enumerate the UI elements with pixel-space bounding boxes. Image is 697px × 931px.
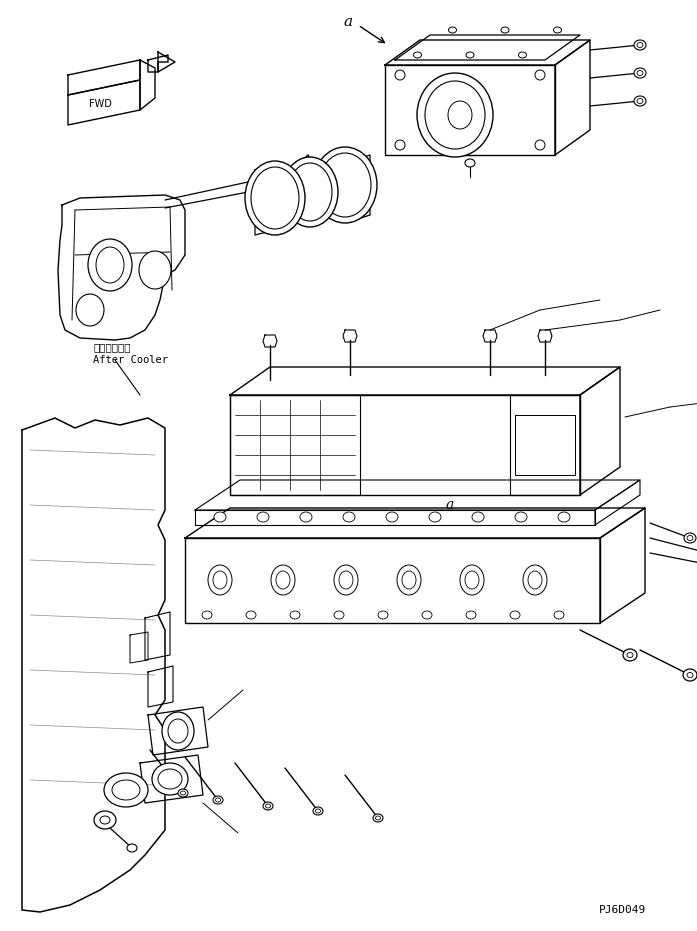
Ellipse shape <box>162 712 194 750</box>
Ellipse shape <box>417 73 493 157</box>
Polygon shape <box>355 155 370 220</box>
Ellipse shape <box>515 512 527 522</box>
Ellipse shape <box>397 565 421 595</box>
Ellipse shape <box>634 96 646 106</box>
Text: a: a <box>344 15 353 29</box>
Ellipse shape <box>386 512 398 522</box>
Polygon shape <box>343 330 357 342</box>
Polygon shape <box>230 395 580 495</box>
Ellipse shape <box>373 814 383 822</box>
Polygon shape <box>263 335 277 347</box>
Ellipse shape <box>684 533 696 543</box>
Ellipse shape <box>271 565 295 595</box>
Ellipse shape <box>472 512 484 522</box>
Polygon shape <box>68 80 140 125</box>
Ellipse shape <box>152 763 188 795</box>
Ellipse shape <box>623 649 637 661</box>
Ellipse shape <box>634 68 646 78</box>
Polygon shape <box>195 510 595 525</box>
Ellipse shape <box>245 161 305 235</box>
Text: PJ6D049: PJ6D049 <box>599 905 645 915</box>
Polygon shape <box>595 480 640 525</box>
Ellipse shape <box>257 512 269 522</box>
Polygon shape <box>230 367 620 395</box>
Ellipse shape <box>178 789 188 797</box>
Text: FWD: FWD <box>89 99 112 109</box>
Text: a: a <box>446 498 454 512</box>
Ellipse shape <box>127 844 137 852</box>
Polygon shape <box>148 707 208 755</box>
Polygon shape <box>58 195 185 340</box>
Ellipse shape <box>104 773 148 807</box>
Text: After Cooler: After Cooler <box>93 355 168 365</box>
Ellipse shape <box>313 147 377 223</box>
Ellipse shape <box>76 294 104 326</box>
Polygon shape <box>555 40 590 155</box>
Ellipse shape <box>558 512 570 522</box>
Ellipse shape <box>334 565 358 595</box>
Polygon shape <box>158 52 175 72</box>
Ellipse shape <box>300 512 312 522</box>
Ellipse shape <box>429 512 441 522</box>
Polygon shape <box>600 508 645 623</box>
Ellipse shape <box>460 565 484 595</box>
Polygon shape <box>483 330 497 342</box>
Ellipse shape <box>683 669 697 681</box>
Ellipse shape <box>208 565 232 595</box>
Polygon shape <box>255 165 275 235</box>
Ellipse shape <box>313 807 323 815</box>
Ellipse shape <box>94 811 116 829</box>
Polygon shape <box>385 65 555 155</box>
Polygon shape <box>140 60 155 110</box>
Text: アフタクーラ: アフタクーラ <box>93 342 130 352</box>
Polygon shape <box>195 480 640 510</box>
Polygon shape <box>385 40 590 65</box>
Ellipse shape <box>88 239 132 291</box>
Ellipse shape <box>634 40 646 50</box>
Polygon shape <box>140 755 203 803</box>
Polygon shape <box>22 418 165 912</box>
Ellipse shape <box>139 251 171 289</box>
Ellipse shape <box>523 565 547 595</box>
Polygon shape <box>580 367 620 495</box>
Polygon shape <box>395 35 580 60</box>
Polygon shape <box>148 666 173 707</box>
Polygon shape <box>148 55 168 72</box>
Ellipse shape <box>214 512 226 522</box>
Polygon shape <box>510 395 580 495</box>
Ellipse shape <box>263 802 273 810</box>
Ellipse shape <box>213 796 223 804</box>
Polygon shape <box>145 612 170 660</box>
Polygon shape <box>185 538 600 623</box>
Polygon shape <box>185 508 645 538</box>
Polygon shape <box>68 60 140 95</box>
Polygon shape <box>230 395 360 495</box>
Polygon shape <box>538 330 552 342</box>
Ellipse shape <box>343 512 355 522</box>
Ellipse shape <box>282 157 338 227</box>
